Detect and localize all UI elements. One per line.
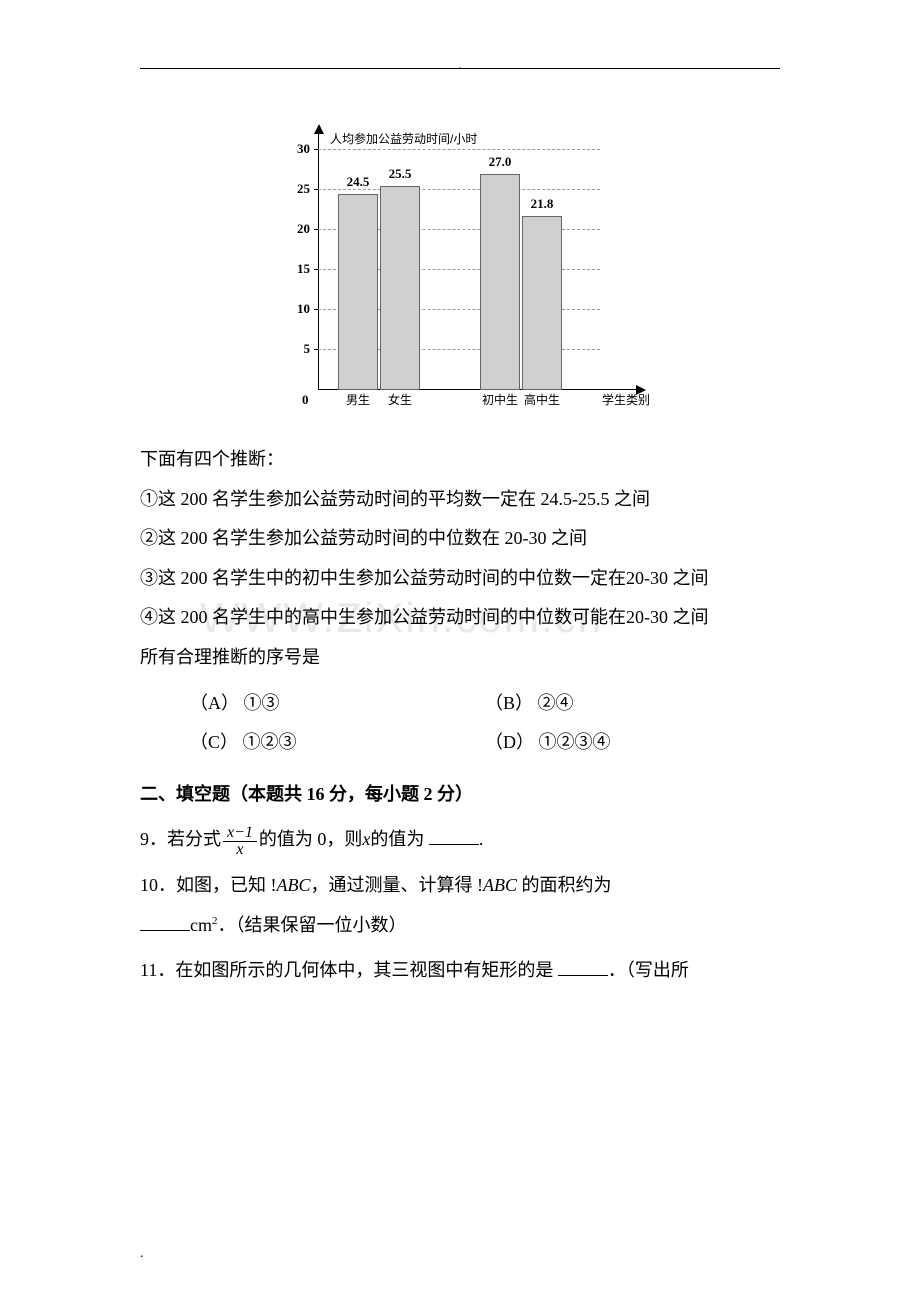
conclusion-text: 所有合理推断的序号是 [140, 638, 780, 678]
blank-q9 [429, 827, 479, 845]
intro-text: 下面有四个推断： [140, 440, 780, 480]
y-tick-label: 10 [280, 301, 310, 317]
y-axis [318, 130, 319, 390]
bar-label: 女生 [376, 391, 424, 408]
grid-line [318, 149, 600, 150]
bar-label: 男生 [334, 391, 382, 408]
y-tick-label: 25 [280, 181, 310, 197]
bar-value: 27.0 [478, 154, 522, 170]
bar-label: 初中生 [476, 391, 524, 408]
section-2-title: 二、填空题（本题共 16 分，每小题 2 分） [140, 775, 780, 815]
option-d: （D） ①②③④ [485, 723, 780, 763]
page-footer-dot: . [140, 1246, 144, 1262]
bar [522, 216, 562, 390]
option-b: （B） ②④ [485, 684, 780, 724]
y-axis-arrow-icon [314, 124, 324, 134]
bar-value: 24.5 [336, 174, 380, 190]
zero-label: 0 [302, 392, 309, 408]
blank-q10 [140, 913, 190, 931]
content-block: 下面有四个推断： ①这 200 名学生参加公益劳动时间的平均数一定在 24.5-… [140, 440, 780, 991]
statement-1: ①这 200 名学生参加公益劳动时间的平均数一定在 24.5-25.5 之间 [140, 480, 780, 520]
bar-label: 高中生 [518, 391, 566, 408]
y-axis-label: 人均参加公益劳动时间/小时 [330, 130, 477, 147]
option-c: （C） ①②③ [190, 723, 485, 763]
page-header-line [140, 68, 780, 69]
y-tick-label: 20 [280, 221, 310, 237]
question-10: 10．如图，已知 !ABC，通过测量、计算得 !ABC 的面积约为 cm2．（结… [140, 866, 780, 945]
statement-3: ③这 200 名学生中的初中生参加公益劳动时间的中位数一定在20-30 之间 [140, 559, 780, 599]
bar-value: 25.5 [378, 166, 422, 182]
question-9: 9．若分式x−1x的值为 0，则x的值为 . [140, 820, 780, 860]
bar [338, 194, 378, 390]
bar-value: 21.8 [520, 196, 564, 212]
bar [480, 174, 520, 390]
y-tick-label: 15 [280, 261, 310, 277]
options-grid: （A） ①③ （B） ②④ （C） ①②③ （D） ①②③④ [140, 684, 780, 763]
blank-q11 [558, 958, 608, 976]
x-axis-label: 学生类别 [602, 391, 650, 408]
question-11: 11．在如图所示的几何体中，其三视图中有矩形的是 ．（写出所 [140, 951, 780, 991]
y-tick-label: 5 [280, 341, 310, 357]
statement-4: ④这 200 名学生中的高中生参加公益劳动时间的中位数可能在20-30 之间 [140, 598, 780, 638]
statement-2: ②这 200 名学生参加公益劳动时间的中位数在 20-30 之间 [140, 519, 780, 559]
y-tick-label: 30 [280, 141, 310, 157]
option-a: （A） ①③ [190, 684, 485, 724]
page-header-dot: . [458, 58, 462, 74]
fraction: x−1x [223, 825, 257, 858]
bar-chart: 人均参加公益劳动时间/小时 学生类别 0 5101520253024.5男生25… [280, 130, 640, 410]
bar [380, 186, 420, 390]
